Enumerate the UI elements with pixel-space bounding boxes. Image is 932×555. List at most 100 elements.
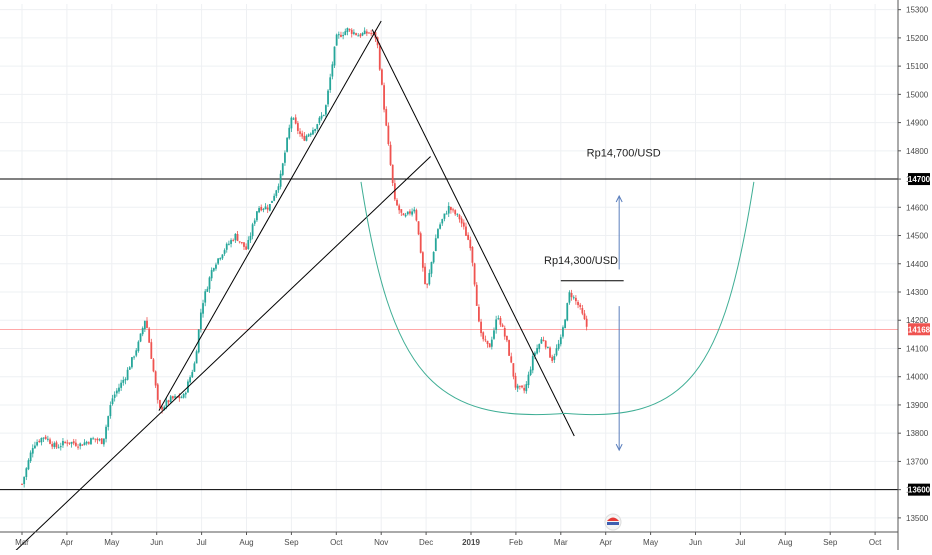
candle-body <box>305 135 308 141</box>
candle-body <box>316 124 319 129</box>
candle-body <box>322 114 325 116</box>
candle-body <box>296 123 299 131</box>
candle-body <box>139 333 142 342</box>
y-tick-label: 14600 <box>906 203 929 212</box>
candle-body <box>122 380 125 383</box>
x-tick-label: Mar <box>554 538 568 547</box>
candle-body <box>512 363 515 377</box>
candle-body <box>421 252 424 268</box>
candle-body <box>499 318 502 325</box>
drawings <box>10 20 755 555</box>
candle-body <box>572 297 575 299</box>
candle-body <box>109 405 112 417</box>
level-badge-14700 <box>908 173 930 186</box>
candle-body <box>42 437 45 439</box>
candle-body <box>525 384 528 392</box>
y-tick-label: 14300 <box>906 288 929 297</box>
candle-body <box>314 129 317 131</box>
candle-body <box>40 438 43 443</box>
x-tick-label: Apr <box>61 538 74 547</box>
candle-body <box>333 46 336 66</box>
annotation-label: Rp14,300/USD <box>544 255 618 267</box>
candle-body <box>64 442 67 444</box>
candle-body <box>486 340 489 345</box>
candle-body <box>25 468 28 477</box>
candle-body <box>221 254 224 259</box>
candle-body <box>240 242 243 244</box>
y-tick-label: 13900 <box>906 401 929 410</box>
y-tick-label: 15300 <box>906 6 929 15</box>
candle-body <box>570 292 573 298</box>
candle-body <box>115 390 118 394</box>
candle-body <box>465 226 467 236</box>
candle-body <box>260 206 263 211</box>
candle-body <box>301 133 304 137</box>
candle-body <box>135 350 138 356</box>
candle-body <box>113 394 116 398</box>
grid <box>0 4 898 532</box>
x-tick-label: Aug <box>778 538 792 547</box>
candle-body <box>439 224 442 229</box>
candle-body <box>346 28 349 33</box>
candle-body <box>445 213 448 215</box>
level-badge-label: 14700 <box>908 175 931 184</box>
candle-body <box>564 319 567 329</box>
candle-body <box>417 221 420 235</box>
candle-body <box>277 186 280 191</box>
candle-body <box>478 306 480 322</box>
candle-body <box>402 213 405 216</box>
candle-body <box>456 213 459 215</box>
candle-body <box>102 438 105 445</box>
candle-body <box>555 348 558 356</box>
candle-body <box>432 251 435 263</box>
x-tick-label: Jun <box>689 538 702 547</box>
x-tick-label: Jul <box>196 538 206 547</box>
y-tick-label: 14800 <box>906 147 929 156</box>
candle-body <box>497 318 500 320</box>
candle-body <box>234 233 237 241</box>
candle-body <box>288 127 291 139</box>
candle-body <box>359 34 362 37</box>
annotations: Rp14,700/USD Rp14,300/USD <box>544 147 661 266</box>
candle-body <box>562 327 564 337</box>
candle-body <box>400 209 403 213</box>
candle-body <box>411 211 413 215</box>
candle-body <box>206 288 209 292</box>
candle-body <box>81 444 84 446</box>
candle-body <box>508 340 510 356</box>
trendline-downtrend <box>371 29 575 437</box>
x-tick-label: Aug <box>239 538 253 547</box>
candle-body <box>577 302 579 306</box>
x-tick-label: Sep <box>284 538 299 547</box>
candle-body <box>303 135 306 141</box>
y-tick-label: 14100 <box>906 344 929 353</box>
candle-body <box>409 211 411 214</box>
candle-body <box>350 29 353 34</box>
tradingview-logo-icon <box>604 513 622 531</box>
candle-body <box>199 312 202 330</box>
candle-body <box>150 342 153 359</box>
candle-body <box>385 109 388 126</box>
candle-body <box>118 387 120 392</box>
candle-body <box>329 77 332 91</box>
up-arrow-head <box>615 194 623 203</box>
candle-body <box>546 346 549 348</box>
candle-body <box>74 442 77 446</box>
candle-body <box>424 266 426 285</box>
candle-body <box>523 387 526 391</box>
candle-body <box>23 476 26 485</box>
current-price-label: 14168 <box>908 325 931 334</box>
candle-body <box>391 164 394 183</box>
candle-body <box>527 374 530 386</box>
candle-body <box>312 130 314 135</box>
candle-body <box>156 384 159 400</box>
candle-body <box>36 442 38 446</box>
candle-body <box>281 163 284 175</box>
x-tick-label: Jul <box>735 538 745 547</box>
candle-body <box>210 270 213 279</box>
x-tick-label: Mar <box>15 538 29 547</box>
candle-body <box>193 363 196 372</box>
candle-body <box>363 30 366 35</box>
y-tick-label: 13500 <box>906 514 929 523</box>
